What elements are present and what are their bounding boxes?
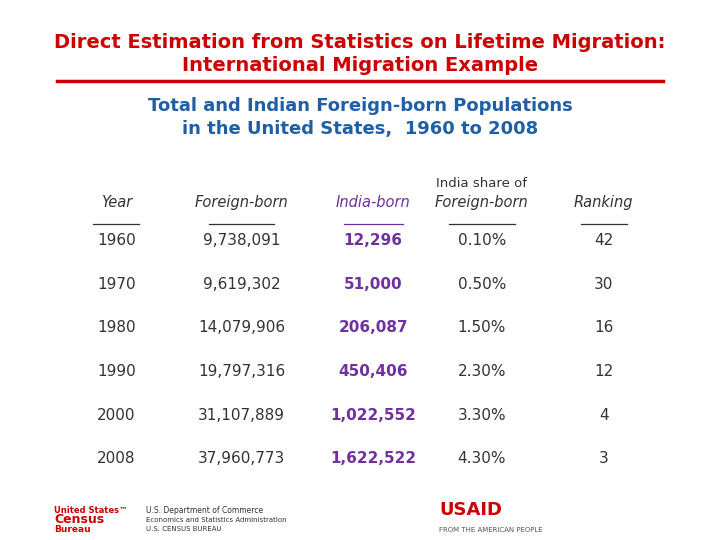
Text: 4: 4: [599, 408, 608, 423]
Text: 0.50%: 0.50%: [458, 277, 506, 292]
Text: in the United States,  1960 to 2008: in the United States, 1960 to 2008: [182, 119, 538, 138]
Text: Ranking: Ranking: [574, 195, 634, 211]
Text: 1.50%: 1.50%: [458, 320, 506, 335]
Text: 1,022,552: 1,022,552: [330, 408, 416, 423]
Text: 1,622,522: 1,622,522: [330, 451, 416, 466]
Text: United States™: United States™: [54, 505, 127, 515]
Text: FROM THE AMERICAN PEOPLE: FROM THE AMERICAN PEOPLE: [439, 526, 543, 532]
Text: Direct Estimation from Statistics on Lifetime Migration:: Direct Estimation from Statistics on Lif…: [54, 33, 666, 52]
Text: Economics and Statistics Administration: Economics and Statistics Administration: [146, 517, 287, 523]
Text: 2.30%: 2.30%: [457, 364, 506, 379]
Text: 30: 30: [594, 277, 613, 292]
Text: 450,406: 450,406: [338, 364, 408, 379]
Text: Census: Census: [54, 513, 104, 526]
Text: 16: 16: [594, 320, 613, 335]
Text: India-born: India-born: [336, 195, 410, 211]
Text: USAID: USAID: [439, 501, 502, 519]
Text: 12,296: 12,296: [343, 233, 402, 248]
Text: Year: Year: [101, 195, 132, 211]
Text: 206,087: 206,087: [338, 320, 408, 335]
Text: 9,738,091: 9,738,091: [203, 233, 280, 248]
Text: 31,107,889: 31,107,889: [198, 408, 285, 423]
Text: Foreign-born: Foreign-born: [435, 195, 528, 211]
Text: 9,619,302: 9,619,302: [203, 277, 280, 292]
Text: Foreign-born: Foreign-born: [194, 195, 289, 211]
Text: India share of: India share of: [436, 177, 527, 190]
Text: 51,000: 51,000: [344, 277, 402, 292]
Text: 3: 3: [599, 451, 608, 466]
Text: U.S. CENSUS BUREAU: U.S. CENSUS BUREAU: [146, 525, 222, 531]
Text: 3.30%: 3.30%: [457, 408, 506, 423]
Text: 1970: 1970: [97, 277, 136, 292]
Text: 2000: 2000: [97, 408, 135, 423]
Text: Total and Indian Foreign-born Populations: Total and Indian Foreign-born Population…: [148, 97, 572, 115]
Text: Bureau: Bureau: [54, 525, 91, 534]
Text: 37,960,773: 37,960,773: [198, 451, 285, 466]
Text: International Migration Example: International Migration Example: [182, 56, 538, 75]
Text: 1990: 1990: [97, 364, 136, 379]
Text: 12: 12: [594, 364, 613, 379]
Text: 1980: 1980: [97, 320, 136, 335]
Text: U.S. Department of Commerce: U.S. Department of Commerce: [146, 505, 264, 515]
Text: 42: 42: [594, 233, 613, 248]
Text: 14,079,906: 14,079,906: [198, 320, 285, 335]
Text: 19,797,316: 19,797,316: [198, 364, 285, 379]
Text: 2008: 2008: [97, 451, 135, 466]
Text: 4.30%: 4.30%: [457, 451, 506, 466]
Text: 0.10%: 0.10%: [458, 233, 506, 248]
Text: 1960: 1960: [97, 233, 136, 248]
